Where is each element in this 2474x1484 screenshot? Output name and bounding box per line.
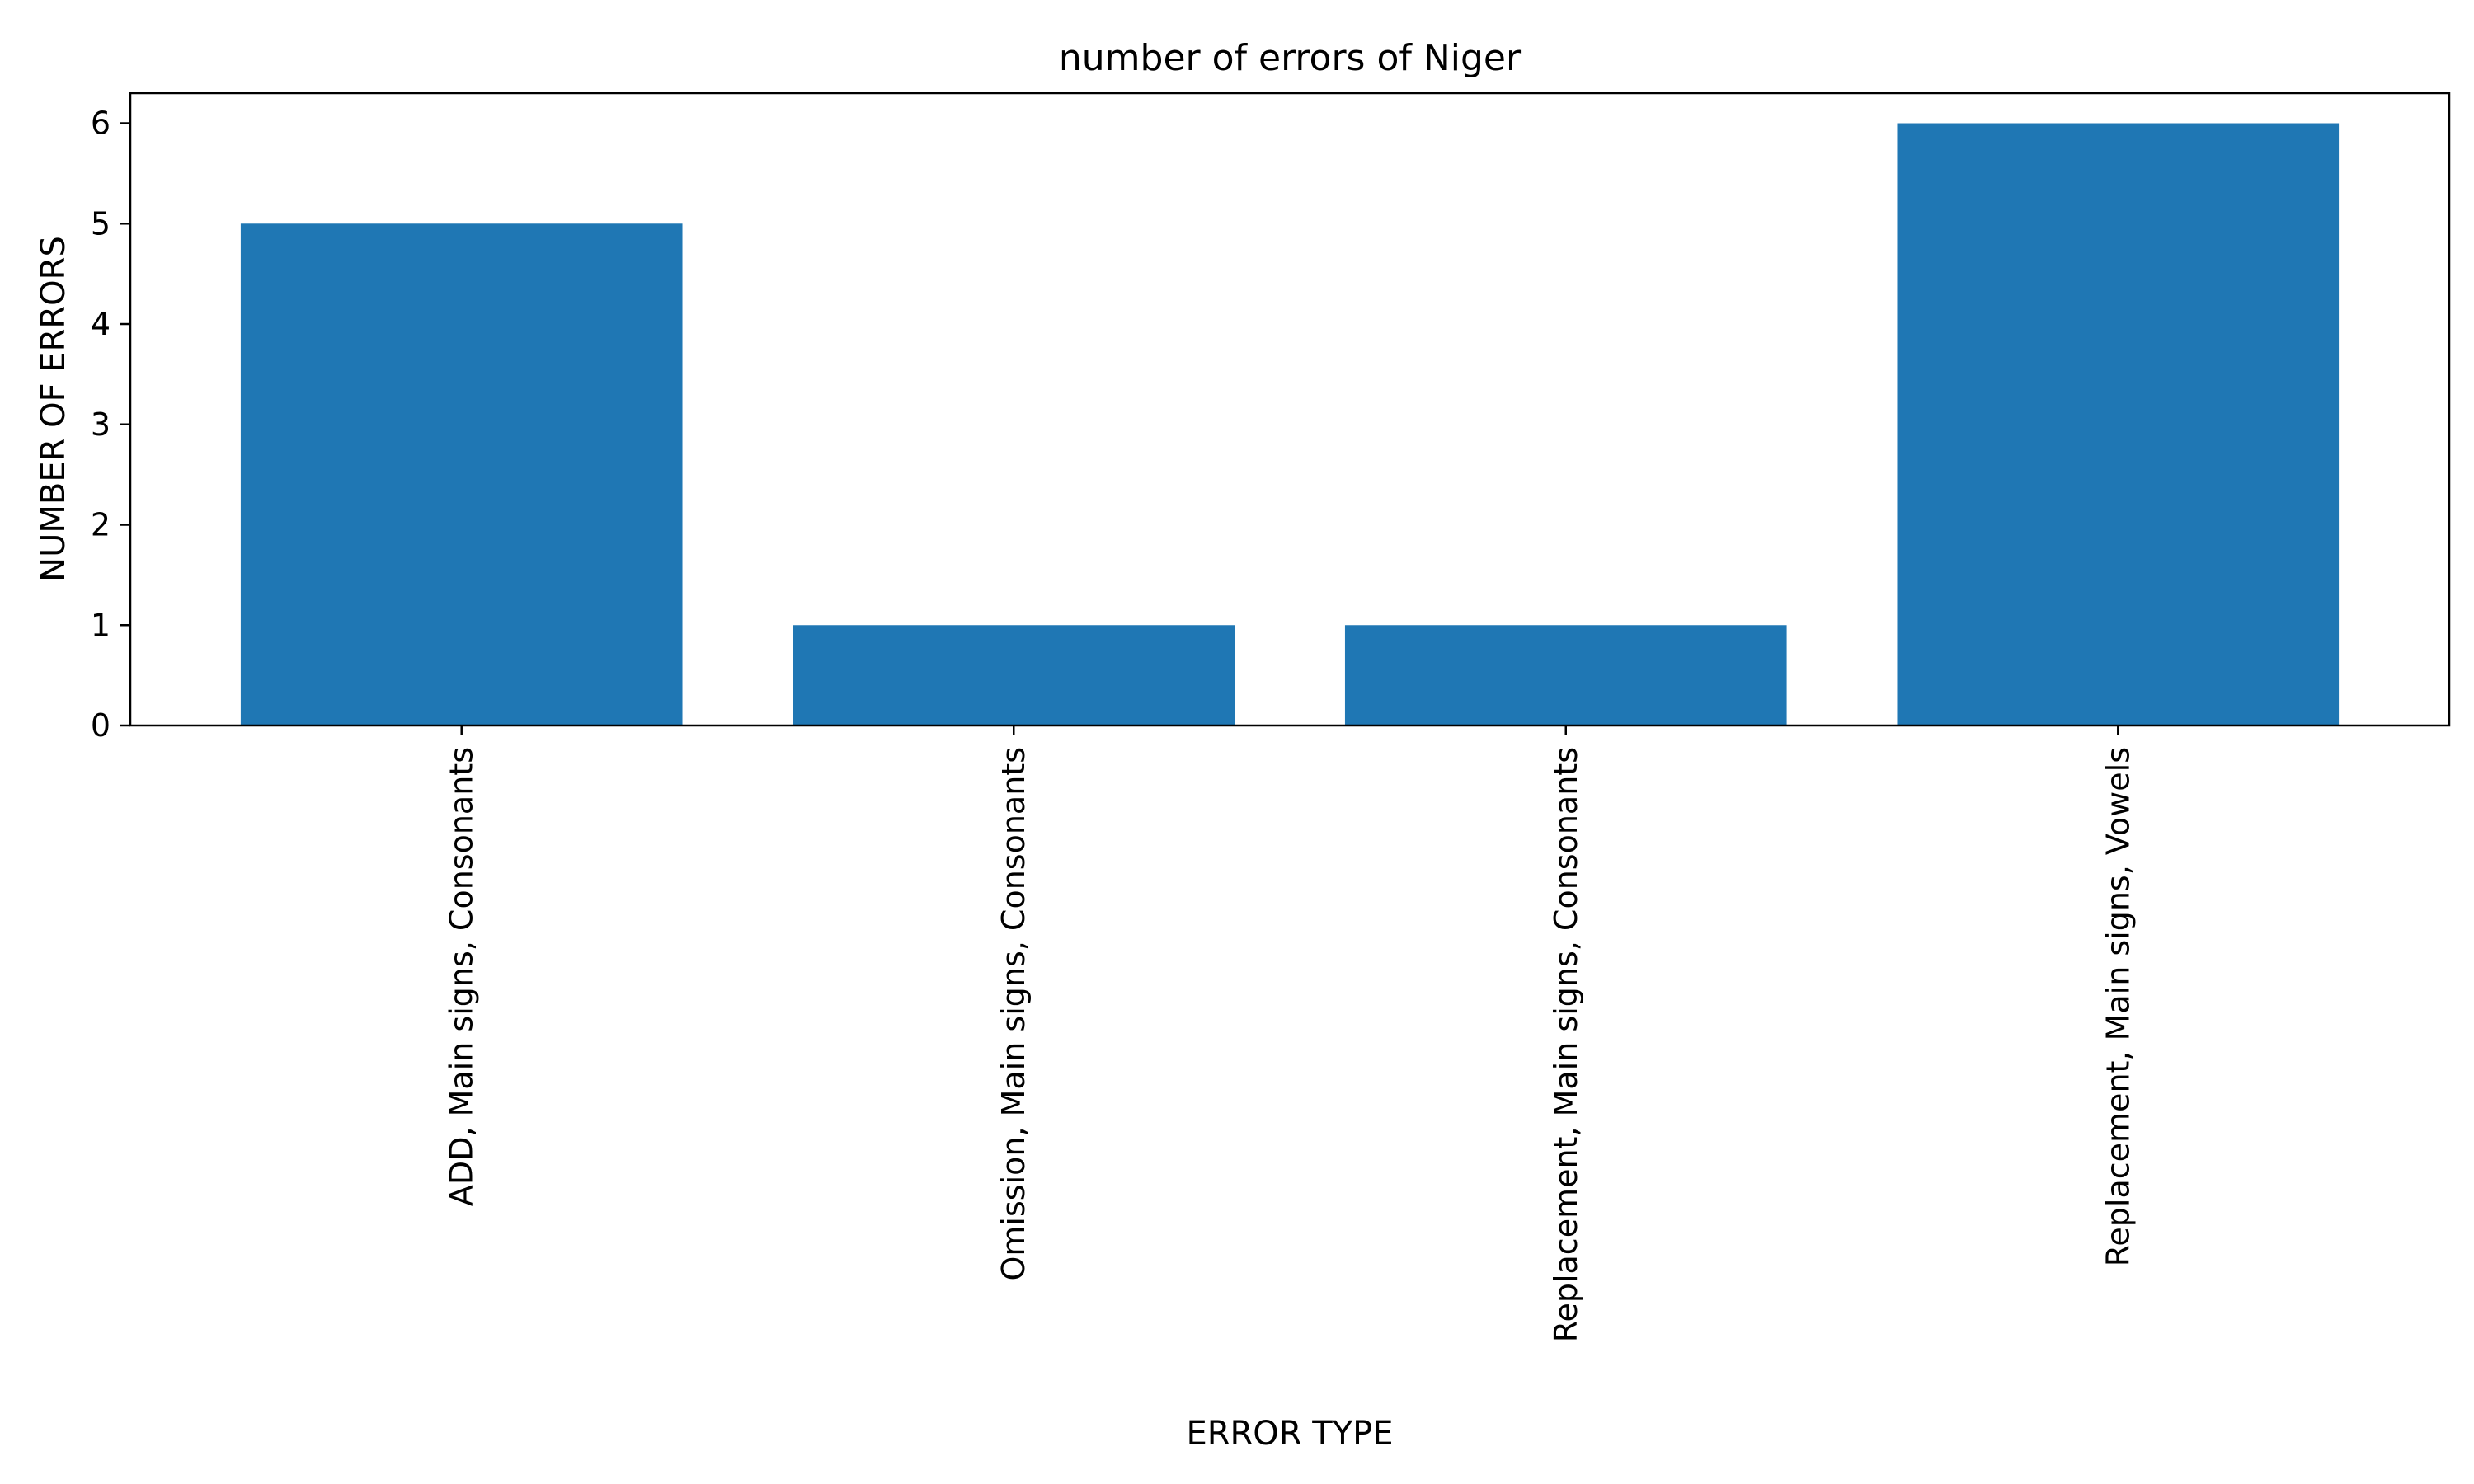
y-tick-label-6: 6: [91, 106, 111, 142]
plot-frame: [129, 92, 2451, 727]
x-tick-label-0: ADD, Main signs, Consonants: [444, 747, 480, 1206]
y-tick-label-2: 2: [91, 507, 111, 543]
bars-layer: [240, 123, 2340, 726]
bar-2: [1344, 625, 1787, 726]
y-tick-label-5: 5: [91, 205, 111, 242]
x-tick-label-2: Replacement, Main signs, Consonants: [1548, 747, 1584, 1342]
y-tick-label-0: 0: [91, 707, 111, 744]
x-axis-label: ERROR TYPE: [1186, 1415, 1393, 1453]
x-tick-label-3: Replacement, Main signs, Vowels: [2100, 747, 2136, 1266]
bar-3: [1897, 123, 2340, 726]
y-tick-label-4: 4: [91, 306, 111, 342]
x-tick-label-1: Omission, Main signs, Consonants: [995, 747, 1032, 1281]
x-axis: ADD, Main signs, Consonants Omission, Mai…: [444, 726, 2136, 1342]
y-tick-label-3: 3: [91, 406, 111, 443]
y-tick-label-1: 1: [91, 607, 111, 643]
y-axis-label: NUMBER OF ERRORS: [35, 236, 73, 582]
chart-title: number of errors of Niger: [1059, 37, 1522, 79]
y-axis: 0 1 2 3 4 5 6: [91, 106, 130, 744]
bar-1: [793, 625, 1235, 726]
bar-0: [240, 223, 683, 726]
